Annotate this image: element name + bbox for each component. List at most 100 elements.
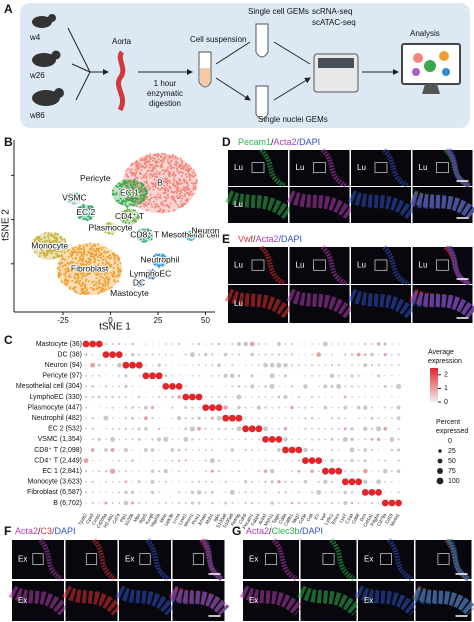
background-dot	[111, 406, 114, 409]
cell-point	[78, 246, 81, 249]
cell-point	[112, 271, 115, 274]
cell-point	[93, 254, 96, 257]
cell-point	[179, 196, 182, 199]
cell-point	[85, 274, 88, 277]
background-dot	[258, 459, 260, 462]
background-dot	[111, 395, 114, 399]
cell-point	[173, 199, 176, 202]
tissue-signal	[410, 193, 474, 220]
cell-point	[54, 232, 57, 235]
background-dot	[118, 385, 121, 388]
background-dot	[284, 502, 287, 504]
background-dot	[271, 417, 273, 419]
background-dot	[331, 364, 334, 367]
background-dot	[264, 385, 267, 388]
background-dot	[269, 468, 275, 474]
cell-point	[153, 165, 156, 168]
background-dot	[304, 406, 307, 409]
cell-point	[58, 274, 61, 277]
background-dot	[151, 502, 154, 504]
background-dot	[283, 437, 288, 442]
cell-point	[140, 182, 143, 185]
cell-point	[136, 202, 139, 205]
background-dot	[158, 470, 161, 473]
background-dot	[396, 448, 401, 452]
background-dot	[191, 459, 194, 462]
background-dot	[317, 480, 320, 483]
background-dot	[118, 470, 121, 473]
background-dot	[284, 491, 287, 494]
marker-dot	[235, 414, 243, 422]
cell-point	[65, 268, 68, 271]
background-dot	[250, 352, 255, 357]
cell-point	[122, 188, 125, 191]
tissue-signal	[320, 148, 348, 189]
background-dot	[238, 491, 240, 494]
background-dot	[158, 427, 161, 430]
cell-point	[167, 172, 170, 175]
cell-point	[125, 199, 128, 202]
cell-point	[91, 206, 94, 209]
cell-point	[48, 239, 51, 242]
gene-label: Mzb1	[204, 512, 214, 525]
background-dot	[158, 480, 161, 483]
background-dot	[344, 470, 347, 473]
cell-point	[164, 177, 167, 180]
background-dot	[377, 459, 380, 462]
background-dot	[131, 406, 134, 409]
background-dot	[284, 353, 287, 356]
background-dot	[278, 470, 280, 472]
size-key	[439, 440, 441, 442]
cell-point	[80, 287, 83, 290]
background-dot	[377, 502, 380, 504]
cell-point	[145, 172, 148, 175]
cell-point	[181, 194, 184, 197]
tissue-signal	[297, 585, 362, 616]
background-dot	[397, 364, 400, 367]
background-dot	[351, 396, 353, 398]
cell-point	[178, 163, 181, 166]
cell-point	[101, 262, 104, 265]
background-dot	[383, 342, 387, 346]
background-dot	[344, 385, 347, 388]
cell-point	[180, 182, 183, 185]
background-dot	[349, 447, 355, 453]
background-dot	[331, 427, 334, 430]
cell-point	[51, 240, 54, 243]
background-dot	[370, 416, 374, 420]
background-dot	[377, 470, 380, 472]
cell-point	[177, 190, 180, 193]
region-label: Lu	[357, 261, 366, 270]
background-dot	[145, 481, 147, 483]
cell-point	[161, 162, 164, 165]
cell-point	[44, 241, 47, 244]
cell-point	[79, 292, 82, 295]
cell-point	[67, 275, 70, 278]
background-dot	[137, 427, 141, 431]
cell-point	[172, 182, 175, 185]
cell-point	[173, 190, 176, 193]
cell-point	[118, 274, 121, 277]
background-dot	[356, 405, 361, 410]
cell-point	[186, 166, 189, 169]
cluster-label: LymphoEC	[130, 269, 172, 279]
cell-point	[58, 271, 61, 274]
cell-point	[81, 275, 84, 278]
cell-point	[150, 173, 153, 176]
background-dot	[351, 470, 353, 473]
label: Single nuclei GEMs	[258, 115, 328, 124]
background-dot	[91, 438, 94, 441]
background-dot	[131, 481, 134, 483]
cell-point	[124, 221, 127, 224]
background-dot	[350, 501, 354, 505]
background-dot	[98, 470, 101, 473]
background-dot	[384, 396, 386, 398]
cell-point	[188, 176, 191, 179]
cell-point	[144, 188, 147, 191]
cell-point	[86, 213, 89, 216]
cell-point	[119, 262, 122, 265]
cell-point	[170, 159, 173, 162]
background-dot	[124, 470, 127, 473]
cell-point	[166, 182, 169, 185]
